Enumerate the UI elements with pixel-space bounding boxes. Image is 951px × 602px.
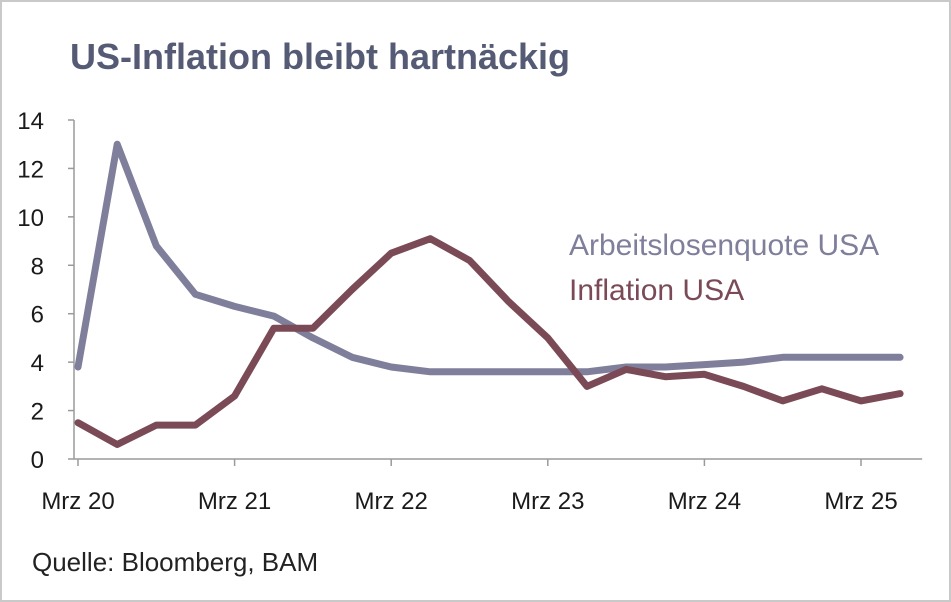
y-tick-label: 10 bbox=[17, 205, 44, 232]
inflation-line bbox=[74, 235, 904, 448]
x-tick-label: Mrz 23 bbox=[511, 488, 584, 515]
y-tick-label: 14 bbox=[17, 108, 44, 135]
series-labels: Arbeitslosenquote USA Inflation USA bbox=[569, 229, 879, 307]
y-tick-label: 0 bbox=[31, 447, 44, 474]
chart-title: US-Inflation bleibt hartnäckig bbox=[70, 36, 571, 77]
series-lines bbox=[74, 140, 904, 448]
series-label-inflation: Inflation USA bbox=[569, 274, 744, 307]
y-tick-label: 12 bbox=[17, 156, 44, 183]
unemployment-line bbox=[74, 140, 904, 376]
x-tick-label: Mrz 25 bbox=[824, 488, 897, 515]
y-tick-label: 6 bbox=[31, 302, 44, 329]
x-tick-label: Mrz 22 bbox=[355, 488, 428, 515]
x-tick-label: Mrz 24 bbox=[668, 488, 741, 515]
source-note: Quelle: Bloomberg, BAM bbox=[32, 547, 319, 577]
y-tick-label: 4 bbox=[31, 350, 44, 377]
x-tick-label: Mrz 20 bbox=[41, 488, 114, 515]
y-tick-label: 8 bbox=[31, 253, 44, 280]
y-tick-label: 2 bbox=[31, 399, 44, 426]
series-label-unemployment: Arbeitslosenquote USA bbox=[569, 229, 879, 262]
x-tick-label: Mrz 21 bbox=[198, 488, 271, 515]
axes: 0 2 4 6 8 10 12 14 Mrz 20 Mrz 21 Mrz 22 Mrz 23 Mrz 2… bbox=[17, 108, 923, 515]
